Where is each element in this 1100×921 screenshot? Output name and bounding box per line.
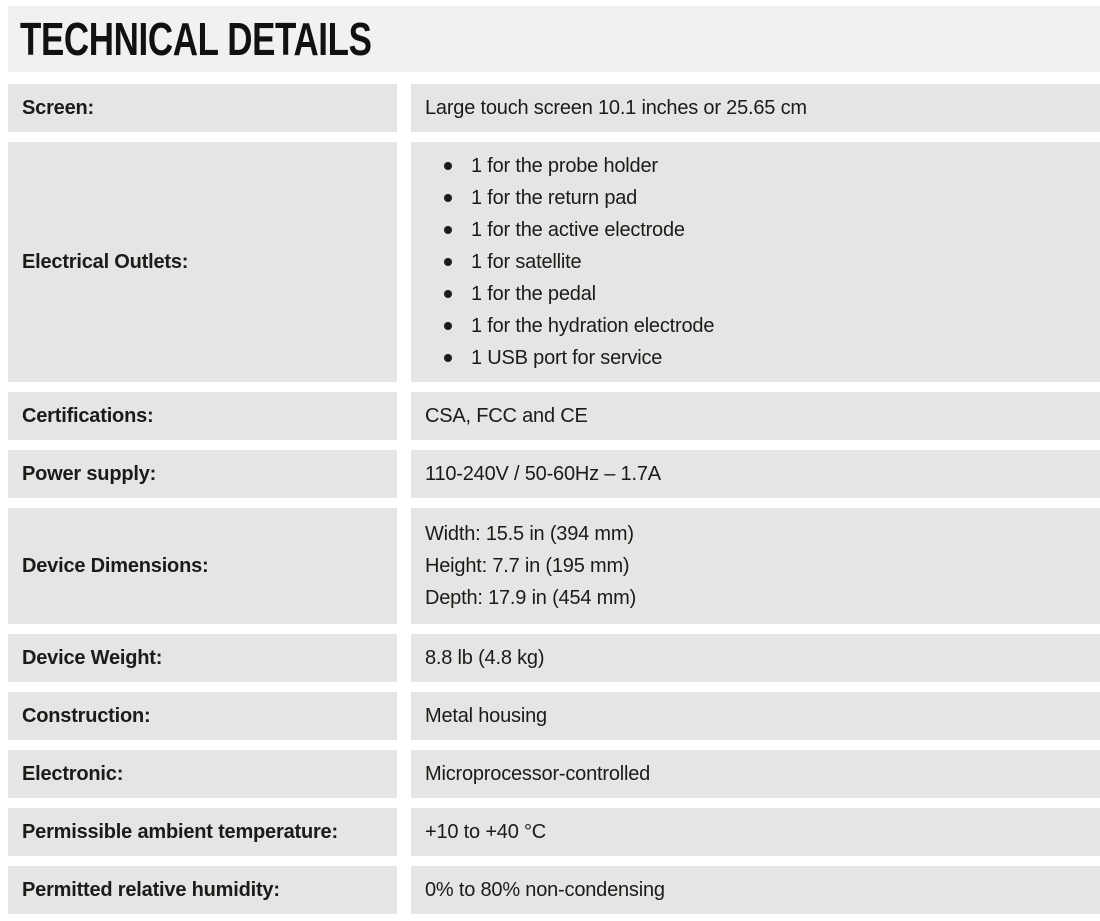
row-device-weight-value: 8.8 lb (4.8 kg) [411, 634, 1100, 682]
bullet-list-item: 1 for the return pad [425, 182, 714, 214]
electrical-outlets-list: 1 for the probe holder 1 for the return … [425, 150, 714, 374]
row-device-dimensions-label: Device Dimensions: [8, 508, 397, 624]
row-construction-value: Metal housing [411, 692, 1100, 740]
device-dimensions-lines: Width: 15.5 in (394 mm) Height: 7.7 in (… [425, 518, 636, 614]
row-electronic-value: Microprocessor-controlled [411, 750, 1100, 798]
bullet-list-item: 1 for the pedal [425, 278, 714, 310]
row-electronic-label: Electronic: [8, 750, 397, 798]
row-power-supply-value: 110-240V / 50-60Hz – 1.7A [411, 450, 1100, 498]
row-ambient-temperature-value: +10 to +40 °C [411, 808, 1100, 856]
row-ambient-temperature-label: Permissible ambient temperature: [8, 808, 397, 856]
bullet-list-item: 1 for the hydration electrode [425, 310, 714, 342]
dimension-line-depth: Depth: 17.9 in (454 mm) [425, 587, 637, 609]
row-construction-label: Construction: [8, 692, 397, 740]
row-device-weight-label: Device Weight: [8, 634, 397, 682]
row-device-dimensions-value: Width: 15.5 in (394 mm) Height: 7.7 in (… [411, 508, 1100, 624]
page-title-band: TECHNICAL DETAILS [8, 6, 1100, 72]
page-title: TECHNICAL DETAILS [20, 13, 372, 65]
row-relative-humidity-value: 0% to 80% non-condensing [411, 866, 1100, 914]
row-electrical-outlets-label: Electrical Outlets: [8, 142, 397, 382]
row-screen-label: Screen: [8, 84, 397, 132]
spec-table: Screen: Large touch screen 10.1 inches o… [8, 84, 1100, 914]
row-certifications-value: CSA, FCC and CE [411, 392, 1100, 440]
bullet-list-item: 1 for the probe holder [425, 150, 714, 182]
row-relative-humidity-label: Permitted relative humidity: [8, 866, 397, 914]
row-screen-value: Large touch screen 10.1 inches or 25.65 … [411, 84, 1100, 132]
bullet-list-item: 1 for satellite [425, 246, 714, 278]
row-power-supply-label: Power supply: [8, 450, 397, 498]
dimension-line-height: Height: 7.7 in (195 mm) [425, 555, 630, 577]
bullet-list-item: 1 USB port for service [425, 342, 714, 374]
bullet-list-item: 1 for the active electrode [425, 214, 714, 246]
dimension-line-width: Width: 15.5 in (394 mm) [425, 523, 634, 545]
row-certifications-label: Certifications: [8, 392, 397, 440]
row-electrical-outlets-value: 1 for the probe holder 1 for the return … [411, 142, 1100, 382]
